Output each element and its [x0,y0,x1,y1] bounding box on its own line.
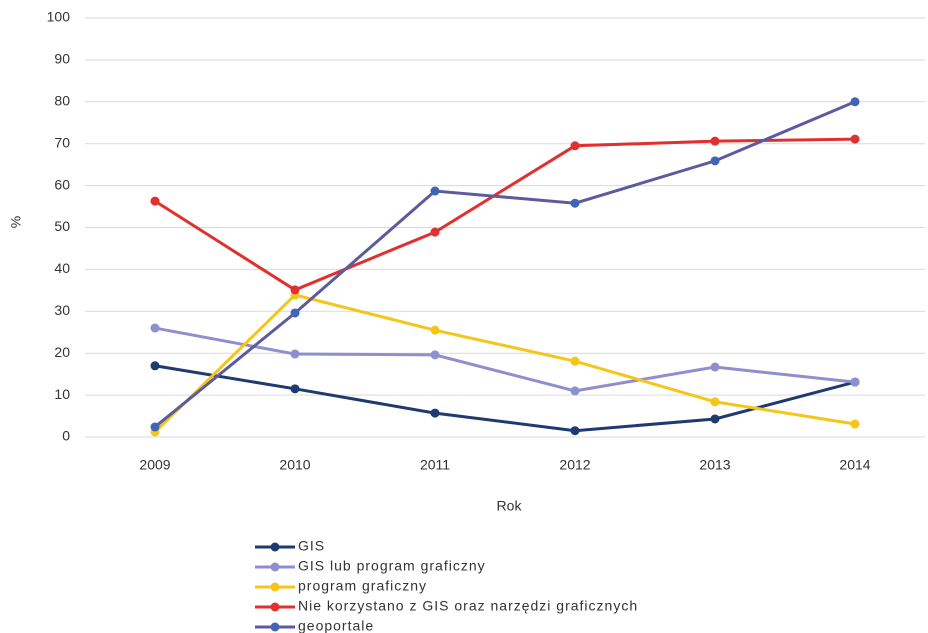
y-tick-label: 20 [54,344,70,360]
y-tick-label: 0 [62,428,70,444]
point [430,325,440,335]
x-tick-label: 2009 [139,457,170,473]
point [570,141,580,151]
point [710,156,720,166]
point [710,362,720,372]
point [150,323,160,333]
x-tick-label: 2012 [559,457,590,473]
x-axis-label: Rok [497,498,523,514]
point [570,198,580,208]
y-tick-label: 50 [54,218,70,234]
point [850,134,860,144]
y-tick-label: 80 [54,93,70,109]
y-tick-label: 10 [54,386,70,402]
legend-label: Nie korzystano z GIS oraz narzędzi grafi… [298,598,638,614]
series-line [154,137,856,292]
point [850,419,860,429]
y-tick-label: 40 [54,260,70,276]
legend-marker [270,542,280,552]
legend-label: geoportale [298,618,374,633]
point [290,384,300,394]
y-tick-label: 30 [54,302,70,318]
point [150,422,160,432]
point [570,426,580,436]
point [290,349,300,359]
y-tick-label: 60 [54,176,70,192]
y-tick-label: 100 [47,9,71,25]
series-line [153,293,856,434]
legend-label: program graficzny [298,578,427,594]
legend-label: GIS [298,538,325,554]
y-axis-label: % [8,216,24,228]
series-line [154,100,856,429]
point [850,377,860,387]
point [570,386,580,396]
series-line [154,326,856,393]
x-tick-label: 2013 [699,457,730,473]
legend-marker [270,602,280,612]
point [570,356,580,366]
legend-marker [270,562,280,572]
point [430,350,440,360]
y-tick-label: 70 [54,134,70,150]
y-tick-label: 90 [54,51,70,67]
x-tick-label: 2014 [839,457,870,473]
x-tick-label: 2011 [420,457,450,473]
point [290,308,300,318]
legend-label: GIS lub program graficzny [298,558,486,574]
legend-marker [270,622,280,632]
point [710,397,720,407]
series-line [154,364,856,433]
point [150,196,160,206]
point [150,361,160,371]
point [850,97,860,107]
point [430,408,440,418]
x-tick-label: 2010 [279,457,310,473]
point [430,227,440,237]
point [710,136,720,146]
point [710,414,720,424]
legend-marker [270,582,280,592]
point [290,285,300,295]
point [430,186,440,196]
